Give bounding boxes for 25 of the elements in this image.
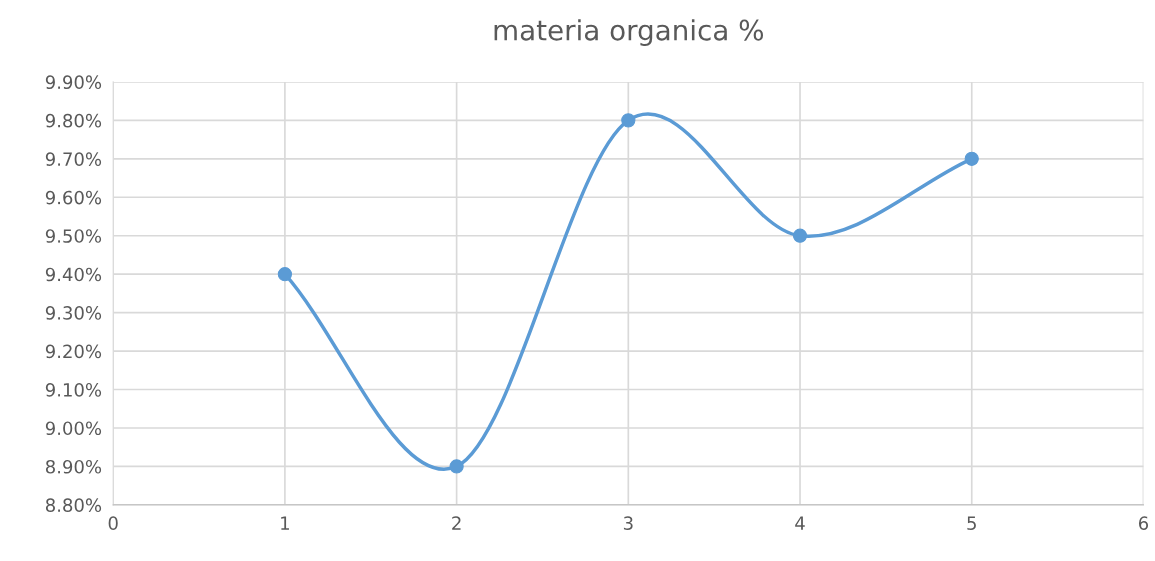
y-tick-label: 8.90% — [45, 459, 102, 474]
y-tick-label: 9.40% — [45, 267, 102, 282]
y-tick-label: 9.20% — [45, 344, 102, 359]
x-tick-label: 1 — [281, 516, 289, 530]
x-tick-label: 2 — [452, 516, 461, 530]
x-tick-label: 3 — [623, 516, 633, 530]
y-tick-label: 9.30% — [45, 306, 102, 320]
y-tick-label: 9.50% — [45, 229, 102, 243]
point — [792, 228, 808, 243]
y-tick-label: 9.80% — [45, 113, 102, 128]
x-tick-label: 0 — [108, 516, 118, 530]
x-tick-label: 4 — [795, 516, 805, 530]
point — [277, 267, 293, 282]
x-tick-label: 5 — [967, 516, 976, 530]
point — [621, 113, 636, 128]
y-tick-label: 9.60% — [45, 190, 102, 205]
chart-title: materia organica % — [494, 19, 764, 47]
point — [964, 151, 979, 166]
x-tick-label: 6 — [1138, 516, 1149, 530]
y-tick-label: 9.00% — [45, 421, 102, 436]
y-tick-label: 9.70% — [45, 152, 102, 166]
y-tick-label: 8.80% — [45, 498, 102, 513]
y-tick-label: 9.10% — [45, 383, 102, 397]
y-tick-label: 9.90% — [45, 75, 102, 90]
point — [449, 459, 464, 474]
